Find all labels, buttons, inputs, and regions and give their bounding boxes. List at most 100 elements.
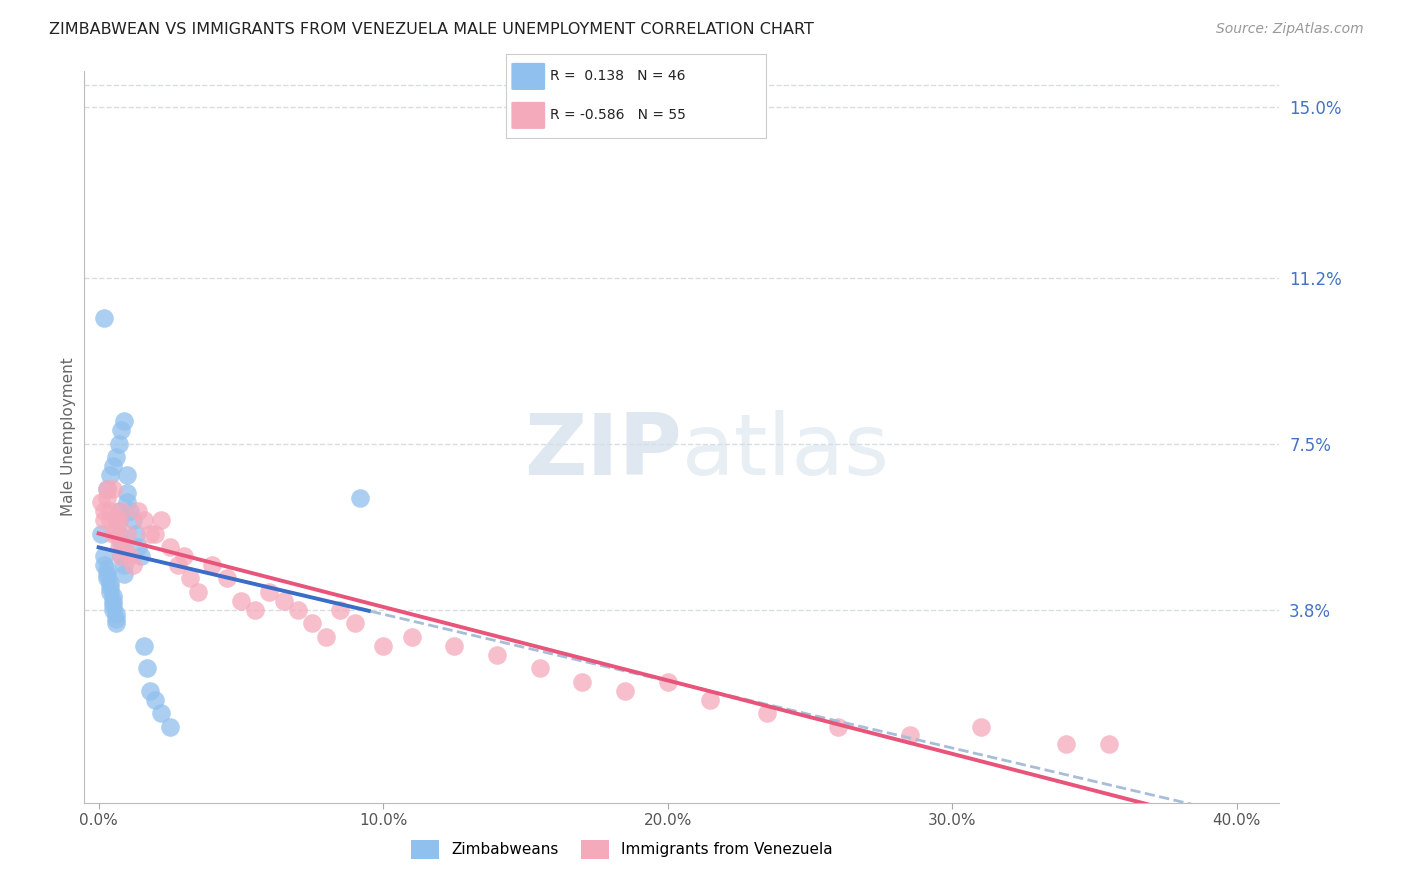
Point — [229, 594, 252, 608]
Point — [98, 513, 121, 527]
Point — [136, 661, 159, 675]
Point — [132, 513, 156, 527]
Point — [110, 535, 132, 549]
Point — [110, 549, 132, 563]
Point — [187, 585, 209, 599]
Point — [115, 486, 138, 500]
Point — [107, 513, 129, 527]
Point — [96, 482, 118, 496]
Text: R = -0.586   N = 55: R = -0.586 N = 55 — [550, 109, 686, 122]
Point — [107, 437, 129, 451]
Point — [145, 526, 167, 541]
Point — [110, 504, 132, 518]
Point — [98, 504, 121, 518]
Point — [124, 526, 146, 541]
Point — [101, 459, 124, 474]
Point — [329, 603, 352, 617]
Point — [93, 558, 115, 572]
Point — [129, 549, 152, 563]
Point — [112, 414, 135, 428]
Point — [243, 603, 266, 617]
Point — [107, 540, 129, 554]
Point — [121, 558, 143, 572]
Text: ZIMBABWEAN VS IMMIGRANTS FROM VENEZUELA MALE UNEMPLOYMENT CORRELATION CHART: ZIMBABWEAN VS IMMIGRANTS FROM VENEZUELA … — [49, 22, 814, 37]
Point — [201, 558, 224, 572]
Point — [657, 674, 679, 689]
Point — [443, 639, 465, 653]
Point — [167, 558, 190, 572]
Point — [485, 648, 508, 662]
Point — [121, 513, 143, 527]
Point — [101, 603, 124, 617]
Text: R =  0.138   N = 46: R = 0.138 N = 46 — [550, 70, 686, 83]
Point — [112, 558, 135, 572]
Point — [110, 423, 132, 437]
Point — [112, 566, 135, 581]
Point — [699, 692, 721, 706]
Point — [898, 729, 921, 743]
Legend: Zimbabweans, Immigrants from Venezuela: Zimbabweans, Immigrants from Venezuela — [405, 834, 839, 864]
Point — [104, 616, 127, 631]
Point — [101, 594, 124, 608]
Point — [614, 683, 637, 698]
Point — [107, 526, 129, 541]
Point — [90, 495, 112, 509]
Point — [215, 571, 238, 585]
Point — [115, 526, 138, 541]
Point — [115, 495, 138, 509]
Point — [343, 616, 366, 631]
Point — [145, 692, 167, 706]
Point — [127, 540, 149, 554]
Point — [273, 594, 295, 608]
Point — [756, 706, 779, 720]
Point — [98, 581, 121, 595]
Point — [107, 513, 129, 527]
Point — [259, 585, 281, 599]
Point — [98, 468, 121, 483]
FancyBboxPatch shape — [512, 62, 546, 90]
Point — [373, 639, 395, 653]
Point — [110, 549, 132, 563]
Text: atlas: atlas — [682, 410, 890, 493]
Text: Source: ZipAtlas.com: Source: ZipAtlas.com — [1216, 22, 1364, 37]
Point — [98, 575, 121, 590]
Point — [827, 719, 849, 733]
Point — [112, 540, 135, 554]
Point — [101, 482, 124, 496]
Point — [401, 630, 423, 644]
Point — [159, 719, 181, 733]
Point — [127, 504, 149, 518]
Point — [96, 562, 118, 576]
Point — [159, 540, 181, 554]
Point — [98, 585, 121, 599]
Point — [287, 603, 309, 617]
Point — [101, 526, 124, 541]
Point — [93, 513, 115, 527]
Point — [104, 612, 127, 626]
Point — [93, 504, 115, 518]
Point — [1054, 738, 1077, 752]
Point — [349, 491, 371, 505]
Point — [315, 630, 337, 644]
Point — [96, 491, 118, 505]
Point — [139, 526, 162, 541]
Point — [96, 566, 118, 581]
Point — [571, 674, 593, 689]
Point — [101, 599, 124, 613]
Point — [139, 683, 162, 698]
Point — [1098, 738, 1121, 752]
Point — [179, 571, 201, 585]
Point — [529, 661, 551, 675]
Point — [301, 616, 323, 631]
Point — [115, 468, 138, 483]
Point — [132, 639, 156, 653]
Point — [118, 504, 141, 518]
FancyBboxPatch shape — [512, 102, 546, 129]
Point — [104, 526, 127, 541]
Point — [107, 504, 129, 518]
Point — [150, 513, 173, 527]
Point — [101, 590, 124, 604]
Point — [93, 311, 115, 326]
Point — [173, 549, 195, 563]
Text: ZIP: ZIP — [524, 410, 682, 493]
